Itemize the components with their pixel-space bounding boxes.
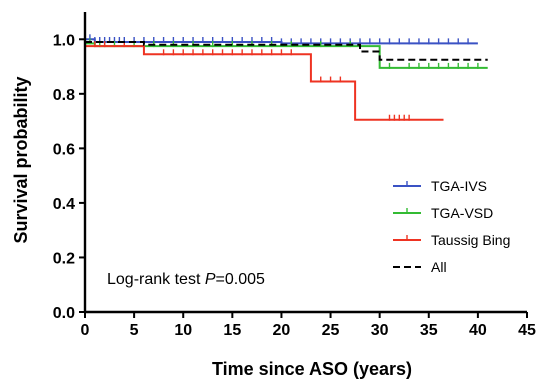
x-tick-label: 5 — [130, 322, 139, 339]
log-rank-annotation: Log-rank test P=0.005 — [107, 271, 265, 288]
y-tick-label: 0.8 — [53, 87, 75, 104]
series-line-tga-ivs — [85, 38, 478, 45]
x-axis-title: Time since ASO (years) — [212, 359, 412, 379]
x-tick-label: 20 — [273, 322, 291, 339]
x-tick-label: 30 — [371, 322, 389, 339]
annotation-p-symbol: P — [205, 271, 216, 288]
y-axis-title: Survival probability — [11, 76, 31, 243]
x-tick-label: 45 — [518, 322, 536, 339]
annotation-p-value: =0.005 — [216, 271, 265, 288]
y-tick-label: 0.4 — [53, 196, 75, 213]
x-tick-label: 0 — [81, 322, 90, 339]
x-tick-label: 10 — [174, 322, 192, 339]
plot-series-group — [85, 34, 488, 121]
y-tick-label: 0.0 — [53, 305, 75, 322]
y-tick-label: 0.6 — [53, 141, 75, 158]
series-line-tga-vsd — [85, 42, 488, 69]
annotation-prefix: Log-rank test — [107, 271, 205, 288]
legend-label-tga-ivs: TGA-IVS — [431, 178, 487, 194]
x-tick-label: 15 — [223, 322, 241, 339]
legend-label-tga-vsd: TGA-VSD — [431, 205, 493, 221]
axes-group: 0 5 10 15 20 25 30 35 40 45 0.0 0.2 0.4 0.6 0.8 1.0 — [53, 12, 536, 339]
series-line-taussig-bing — [85, 45, 444, 121]
legend-label-taussig-bing: Taussig Bing — [431, 232, 510, 248]
x-tick-label: 40 — [469, 322, 487, 339]
x-tick-label: 25 — [322, 322, 340, 339]
series-line-all — [85, 41, 488, 61]
x-tick-label: 35 — [420, 322, 438, 339]
legend-label-all: All — [431, 259, 447, 275]
y-tick-label: 0.2 — [53, 250, 75, 267]
legend: TGA-IVS TGA-VSD Taussig Bing All — [393, 178, 510, 275]
y-tick-label: 1.0 — [53, 32, 75, 49]
